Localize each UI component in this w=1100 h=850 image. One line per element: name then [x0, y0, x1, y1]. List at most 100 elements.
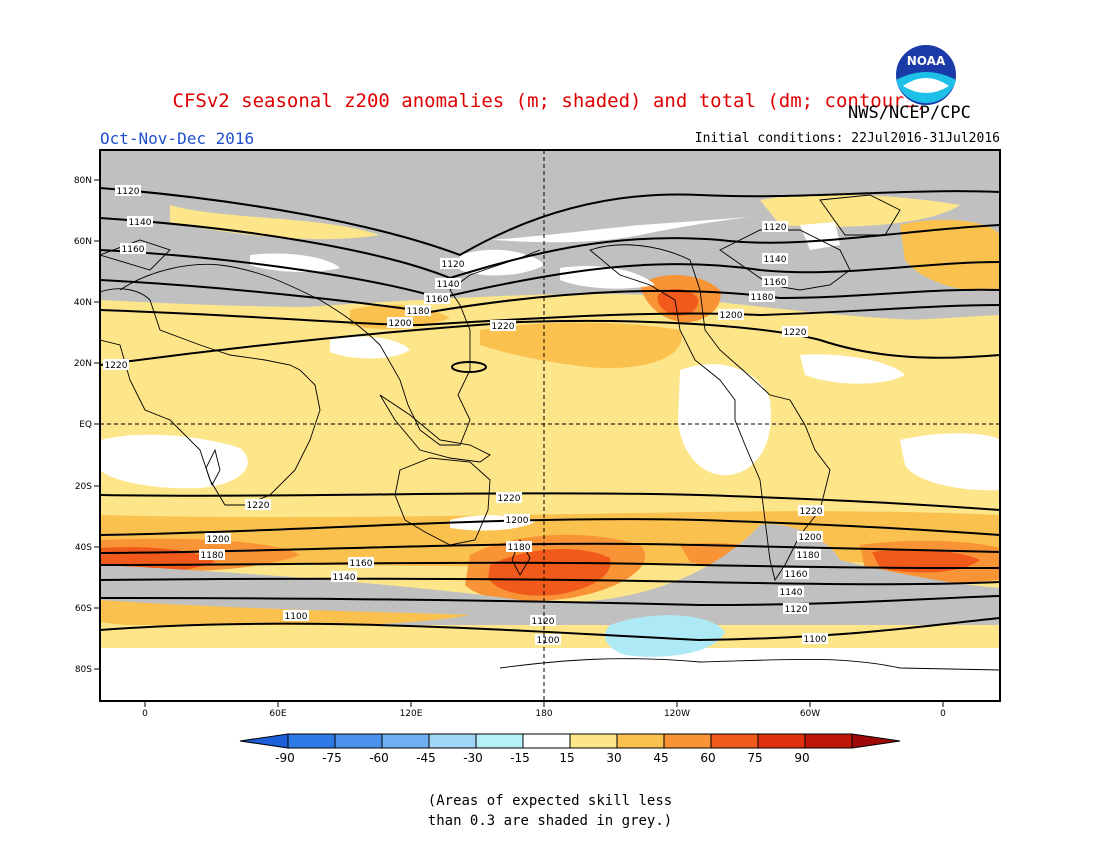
svg-text:1200: 1200	[506, 516, 529, 526]
colorbar-segment	[757, 733, 806, 749]
contour-label: 1220	[103, 359, 129, 371]
svg-text:1200: 1200	[720, 311, 743, 321]
contour-label: 1120	[762, 221, 788, 233]
colorbar-segment	[334, 733, 383, 749]
colorbar-segment	[287, 733, 336, 749]
contour-label: 1200	[387, 317, 413, 329]
colorbar-tick-label: 30	[606, 751, 621, 765]
lat-label: 60S	[75, 604, 100, 614]
contour-1160-north	[100, 249, 1000, 300]
contour-label: 1160	[348, 557, 374, 569]
colorbar-tick-label: -45	[416, 751, 436, 765]
lat-axis: 80N 60N 40N 20N EQ 20S 40S 60S 80S	[74, 176, 100, 675]
colorbar-segment	[710, 733, 759, 749]
contour-label: 1180	[405, 305, 431, 317]
contour-label: 1100	[802, 633, 828, 645]
svg-text:1160: 1160	[764, 278, 787, 288]
svg-text:1200: 1200	[799, 533, 822, 543]
colorbar-segment	[522, 733, 571, 749]
svg-text:1160: 1160	[785, 570, 808, 580]
colorbar-tick-label: 60	[700, 751, 715, 765]
svg-text:0: 0	[940, 709, 946, 719]
svg-text:1120: 1120	[532, 617, 555, 627]
lon-label: 0	[940, 701, 946, 719]
svg-text:180: 180	[535, 709, 552, 719]
contour-label: 1160	[120, 243, 146, 255]
svg-text:1220: 1220	[247, 501, 270, 511]
map-frame	[99, 149, 1001, 702]
svg-text:1100: 1100	[285, 612, 308, 622]
svg-text:40N: 40N	[74, 298, 92, 308]
contour-label: 1220	[496, 492, 522, 504]
svg-text:1140: 1140	[437, 280, 460, 290]
svg-text:20N: 20N	[74, 359, 92, 369]
lon-label: 0	[142, 701, 148, 719]
colorbar: -90 -75 -60 -45 -30 -15 15 30 45 60 75 90	[239, 733, 901, 765]
svg-text:120W: 120W	[664, 709, 690, 719]
svg-text:1180: 1180	[407, 307, 430, 317]
noaa-logo-text: NOAA	[907, 54, 946, 68]
contour-1180-north	[100, 279, 1000, 314]
eurasia-coast	[119, 249, 541, 446]
americas-coast	[589, 244, 831, 582]
contour-label: 1140	[127, 216, 153, 228]
svg-text:1120: 1120	[764, 223, 787, 233]
contour-label: 1220	[798, 505, 824, 517]
contour-label: 1180	[795, 549, 821, 561]
svg-text:1180: 1180	[508, 543, 531, 553]
colorbar-segment	[569, 733, 618, 749]
contour-label: 1120	[440, 258, 466, 270]
contour-label: 1120	[115, 185, 141, 197]
svg-text:1220: 1220	[800, 507, 823, 517]
colorbar-tick-label: -15	[510, 751, 530, 765]
contour-1200-south	[100, 518, 1000, 536]
svg-text:0: 0	[142, 709, 148, 719]
svg-text:80S: 80S	[75, 665, 92, 675]
lat-label: 20S	[75, 482, 100, 492]
contour-1180-south	[100, 542, 1000, 554]
svg-text:1220: 1220	[492, 322, 515, 332]
contour-label: 1220	[490, 320, 516, 332]
initial-conditions-label: Initial conditions: 22Jul2016-31Jul2016	[694, 131, 1000, 146]
contour-1120-north	[100, 187, 1000, 257]
antarctica-coast	[499, 658, 1000, 671]
skill-note-line1: (Areas of expected skill less	[427, 793, 673, 809]
svg-text:1220: 1220	[784, 328, 807, 338]
svg-text:1180: 1180	[797, 551, 820, 561]
svg-text:1220: 1220	[498, 494, 521, 504]
agency-label: NWS/NCEP/CPC	[848, 103, 971, 123]
lon-axis: 0 60E 120E 180 120W 60W 0	[142, 701, 946, 719]
contour-1120-south	[100, 595, 1000, 607]
skill-note-line2: than 0.3 are shaded in grey.)	[427, 813, 673, 829]
contour-1220-south	[100, 492, 1000, 511]
colorbar-tick-label: -90	[275, 751, 295, 765]
greenland-coast	[819, 194, 901, 236]
lat-label: 40S	[75, 543, 100, 553]
colorbar-tick-label: -60	[369, 751, 389, 765]
svg-text:40S: 40S	[75, 543, 92, 553]
contour-label: 1220	[245, 499, 271, 511]
svg-text:1200: 1200	[389, 319, 412, 329]
period-label: Oct-Nov-Dec 2016	[100, 129, 255, 148]
svg-text:1160: 1160	[122, 245, 145, 255]
colorbar-tick-label: 75	[747, 751, 762, 765]
svg-text:1180: 1180	[201, 551, 224, 561]
svg-text:1140: 1140	[333, 573, 356, 583]
contour-label: 1200	[718, 309, 744, 321]
colorbar-segment	[804, 733, 853, 749]
contour-1220-north	[100, 319, 1000, 366]
contour-label: 1140	[778, 586, 804, 598]
contour-label: 1100	[283, 610, 309, 622]
australia-coast	[394, 457, 491, 546]
contour-label: 1200	[797, 531, 823, 543]
colorbar-segment	[475, 733, 524, 749]
svg-text:80N: 80N	[74, 176, 92, 186]
colorbar-tick-label: -30	[463, 751, 483, 765]
colorbar-segment	[663, 733, 712, 749]
lat-label: 40N	[74, 298, 100, 308]
colorbar-segment	[381, 733, 430, 749]
colorbar-tick-label: 45	[653, 751, 668, 765]
contour-1200-north	[100, 304, 1000, 327]
lat-label: EQ	[79, 420, 100, 430]
contour-label: 1160	[783, 568, 809, 580]
